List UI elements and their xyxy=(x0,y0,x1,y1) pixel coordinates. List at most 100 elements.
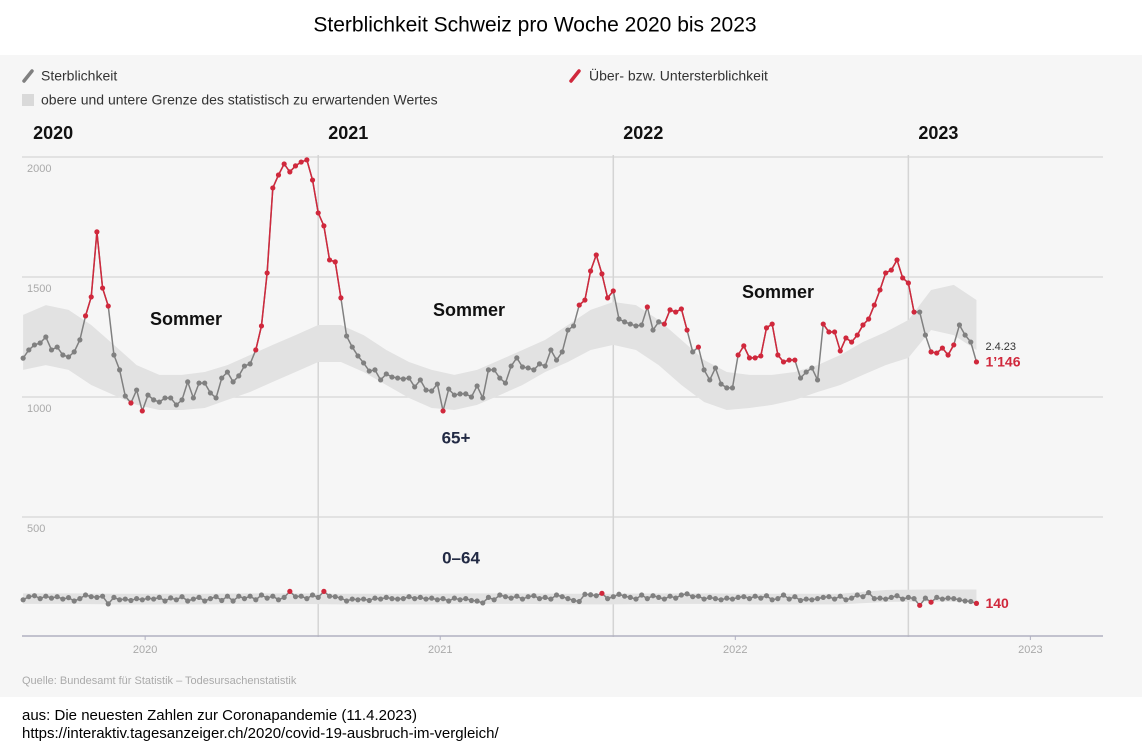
point xyxy=(735,594,741,601)
point xyxy=(99,593,106,599)
point xyxy=(593,252,599,258)
point xyxy=(48,595,55,601)
point xyxy=(605,596,611,602)
point xyxy=(559,594,565,600)
point xyxy=(690,349,696,355)
point xyxy=(213,395,219,401)
point xyxy=(900,596,906,602)
excess-segment xyxy=(323,225,331,261)
point xyxy=(883,596,889,602)
legend-excess-icon xyxy=(569,69,581,83)
point xyxy=(88,594,94,600)
point xyxy=(429,388,435,394)
point xyxy=(309,592,316,598)
point xyxy=(378,596,384,602)
point xyxy=(678,306,684,312)
point xyxy=(962,598,968,604)
point xyxy=(622,319,628,325)
point xyxy=(480,600,486,606)
point xyxy=(355,353,361,359)
point xyxy=(230,379,236,385)
point xyxy=(395,596,401,602)
point xyxy=(508,363,514,369)
point xyxy=(695,344,702,350)
point xyxy=(610,594,616,600)
point xyxy=(219,375,225,381)
point xyxy=(281,161,287,167)
point xyxy=(587,268,594,274)
point xyxy=(814,596,821,602)
point xyxy=(111,594,117,601)
point xyxy=(934,594,940,601)
point xyxy=(565,327,571,333)
point xyxy=(928,349,934,355)
point xyxy=(54,594,60,600)
panel-label: 65+ xyxy=(442,428,471,447)
point xyxy=(712,596,719,602)
point xyxy=(792,357,798,363)
point xyxy=(769,597,775,603)
point xyxy=(37,340,43,346)
point xyxy=(451,595,457,601)
excess-segment xyxy=(96,231,104,289)
point xyxy=(690,594,696,600)
point xyxy=(117,597,123,603)
point xyxy=(162,598,168,604)
point xyxy=(888,594,894,601)
excess-segment xyxy=(589,254,597,272)
point xyxy=(196,594,202,601)
x-tick-label: 2021 xyxy=(428,644,452,656)
point xyxy=(894,593,900,599)
point xyxy=(94,594,100,601)
point xyxy=(321,223,327,229)
point xyxy=(758,353,764,359)
point xyxy=(701,596,707,602)
excess-segment xyxy=(84,296,92,317)
point xyxy=(877,287,883,293)
point xyxy=(514,593,520,599)
point xyxy=(389,374,395,380)
point xyxy=(134,387,140,393)
point xyxy=(315,210,321,216)
point xyxy=(343,333,350,339)
end-value-label: 1’146 xyxy=(985,354,1020,370)
point xyxy=(741,594,747,600)
point xyxy=(247,593,253,599)
point xyxy=(519,364,526,370)
point xyxy=(304,157,310,163)
point xyxy=(48,347,55,353)
point xyxy=(145,595,151,601)
point xyxy=(349,596,355,602)
point xyxy=(553,357,560,363)
point xyxy=(406,375,412,381)
point xyxy=(576,302,582,308)
point xyxy=(973,600,980,607)
point xyxy=(633,596,639,602)
point xyxy=(31,593,38,599)
point xyxy=(883,270,889,276)
point xyxy=(786,596,792,602)
excess-segment xyxy=(771,323,779,356)
point xyxy=(497,375,503,381)
point xyxy=(826,329,832,335)
excess-segment xyxy=(255,325,263,351)
point xyxy=(536,361,543,367)
excess-segment xyxy=(306,159,314,181)
point xyxy=(151,397,157,403)
point xyxy=(656,319,662,325)
point xyxy=(26,594,32,600)
point xyxy=(905,594,911,601)
point xyxy=(292,163,299,169)
point xyxy=(173,402,179,408)
point xyxy=(763,325,770,331)
footer-line: https://interaktiv.tagesanzeiger.ch/2020… xyxy=(22,725,499,742)
point xyxy=(361,360,367,366)
point xyxy=(355,597,361,603)
y-tick-label: 500 xyxy=(27,523,45,535)
point xyxy=(241,596,248,602)
point xyxy=(20,597,26,603)
plot: 500 1000 1500 2000 2020 2021 2022 2023 2020 2021 2… xyxy=(20,123,1103,656)
point xyxy=(905,280,911,286)
point xyxy=(661,321,667,327)
